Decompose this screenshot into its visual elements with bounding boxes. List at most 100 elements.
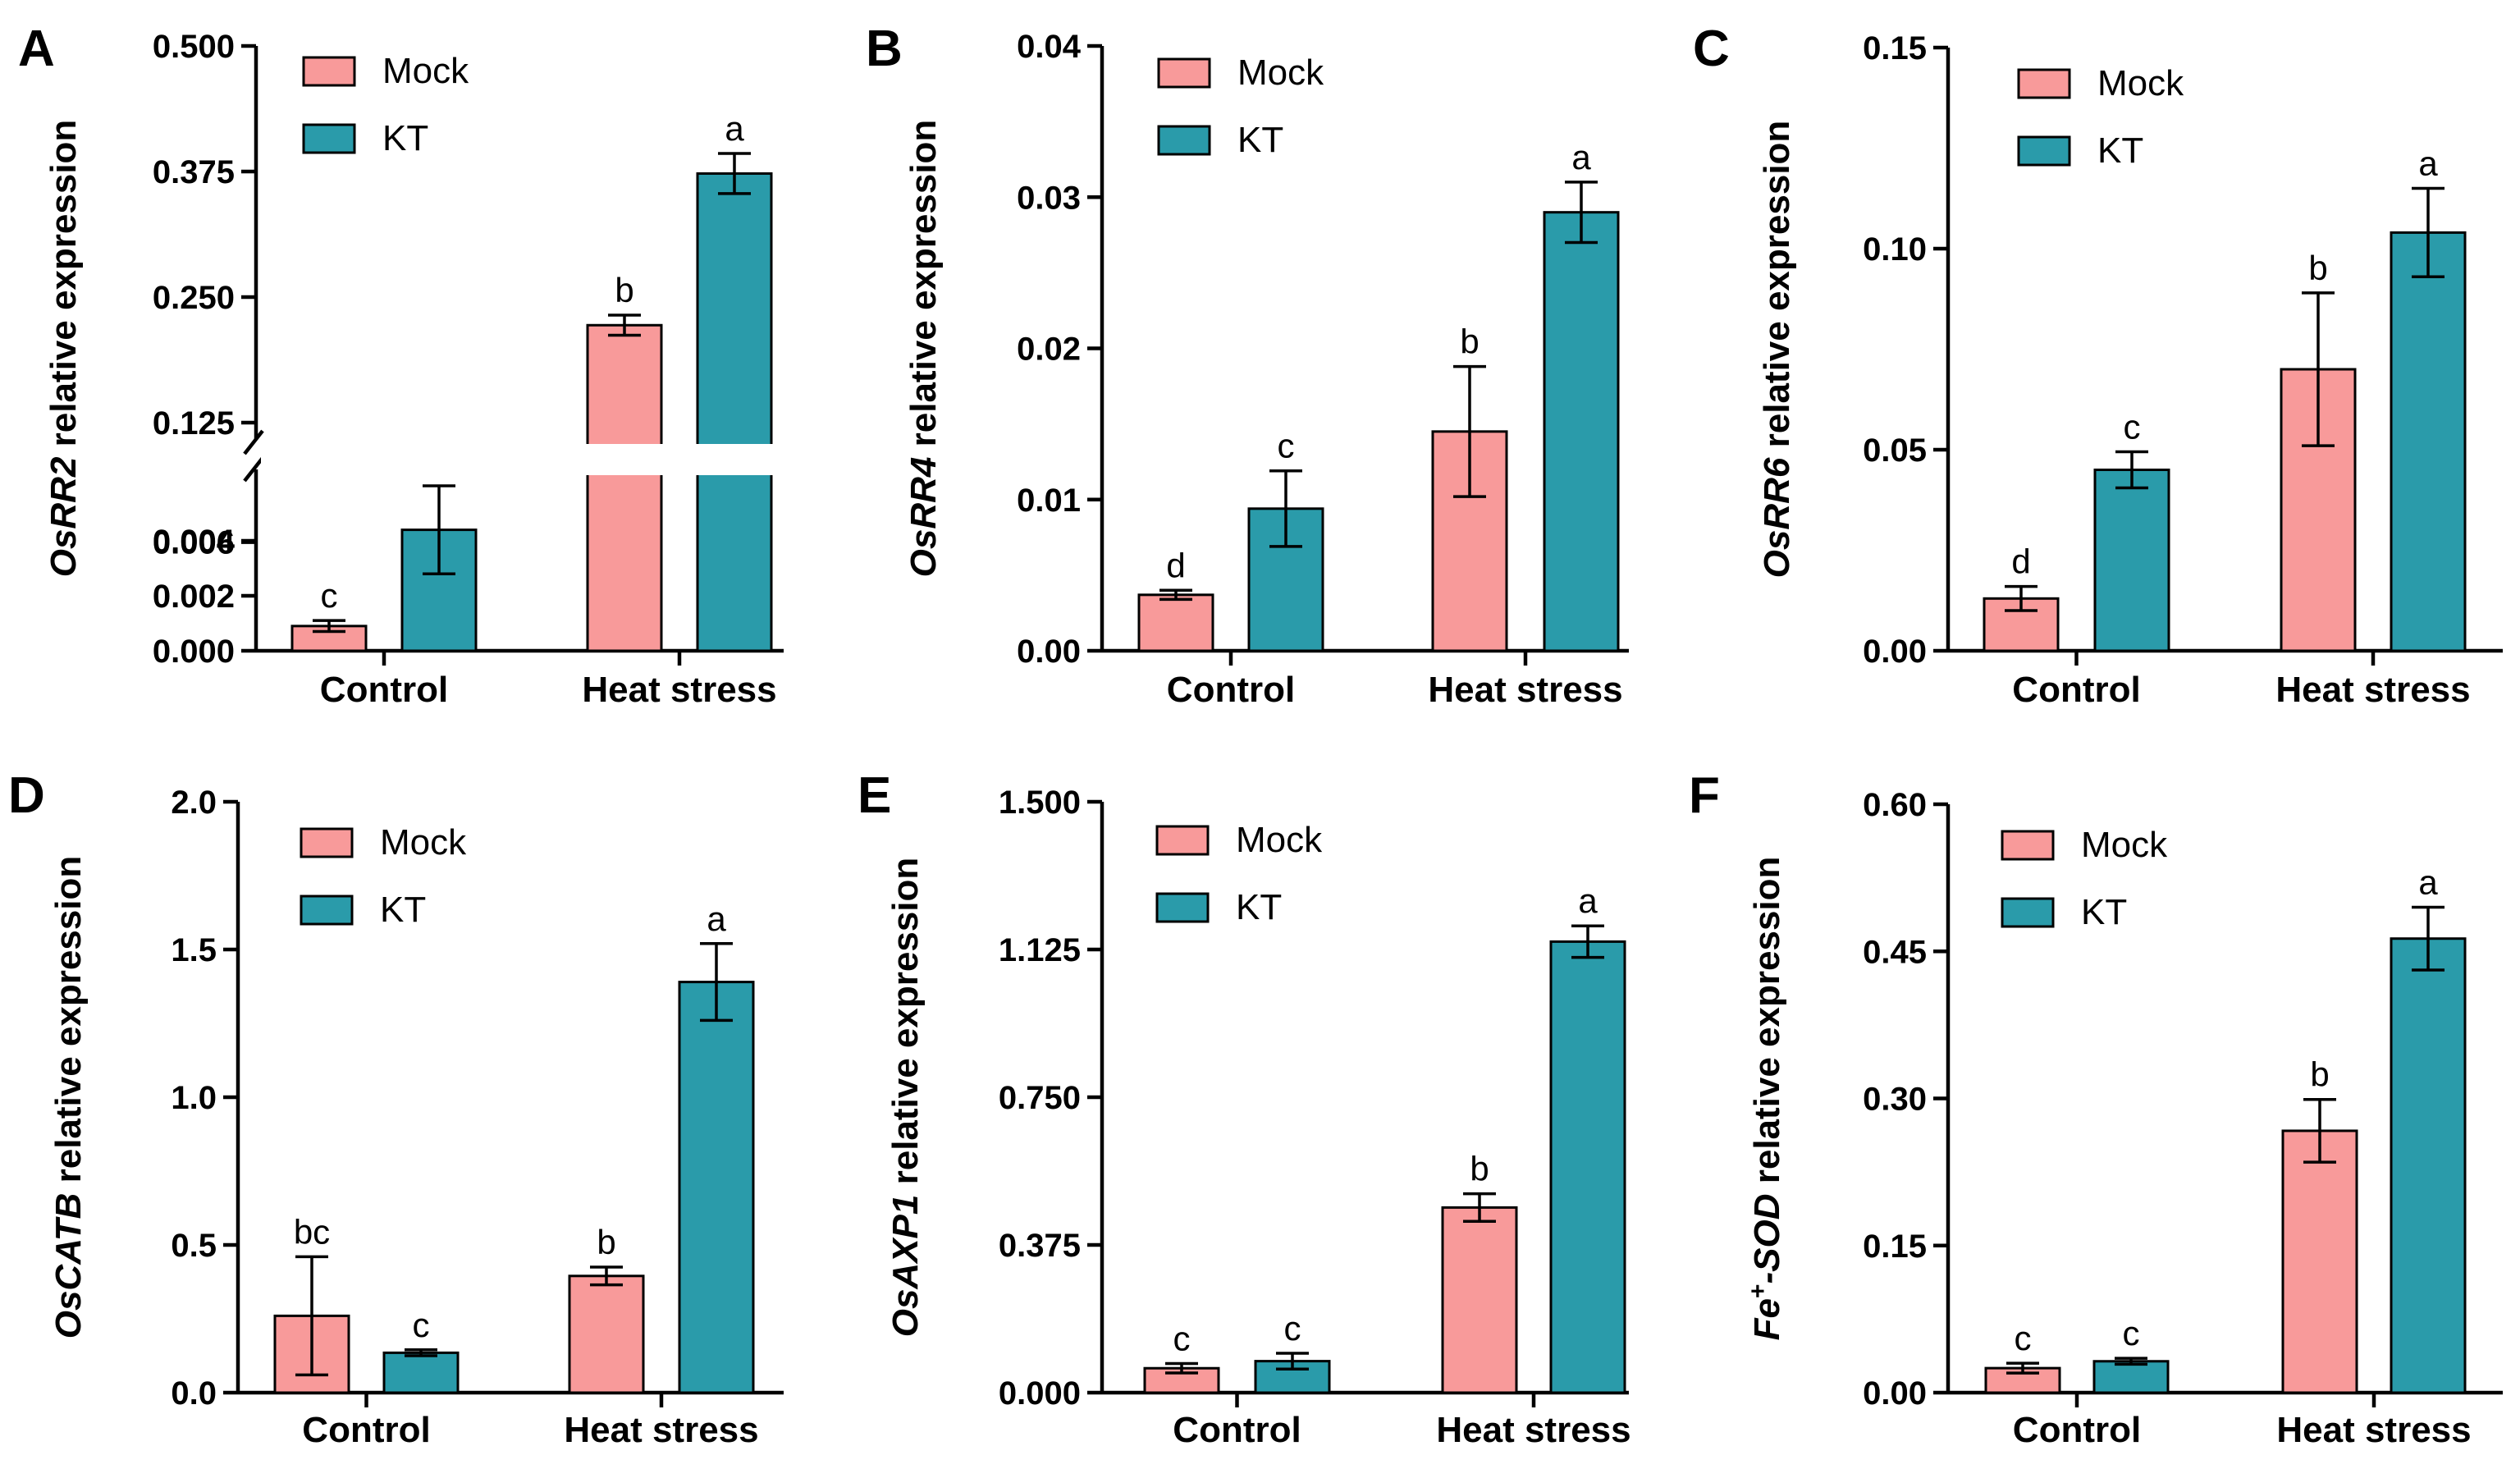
y-axis-label-suffix: relative expression [1747,857,1787,1194]
legend-swatch-mock [2001,830,2055,861]
y-tick-label: 0.01 [1017,483,1081,519]
legend-swatch-kt [2017,135,2071,167]
bar-kt [2390,937,2467,1394]
y-axis-label-suffix: relative expression [885,858,926,1195]
y-tick-label: 0.30 [1863,1082,1927,1118]
legend-swatch-kt [300,895,354,926]
significance-letter: c [1278,427,1295,465]
y-tick-label: 0.02 [1017,332,1081,368]
legend-swatch-mock [2017,68,2071,99]
y-axis-gene: Fe [1747,1298,1787,1340]
bar-kt [678,981,755,1394]
panel-letter: B [866,21,903,77]
significance-letter: c [2124,407,2141,446]
y-tick-label: 0.125 [153,405,235,442]
y-axis-label: Fe+-SOD relative expression [1745,857,1787,1341]
legend-label-mock: Mock [1237,53,1324,93]
panel-letter: D [8,767,45,824]
y-tick-label: 0.000 [999,1375,1081,1412]
bar-kt [1549,940,1626,1394]
y-tick-label: 0.750 [999,1080,1081,1116]
significance-letter: c [321,576,338,615]
significance-letter: a [725,109,744,148]
legend-swatch-mock [1155,825,1210,856]
y-tick-label: 1.5 [171,932,217,968]
y-axis-gene: OsAXP1 [885,1195,926,1338]
x-tick-label: Heat stress [564,1410,758,1450]
y-tick-label: 0.00 [1863,634,1927,670]
y-tick-label: 0.000 [153,634,235,670]
y-axis-gene: OsRR6 [1757,457,1797,578]
y-tick-label: 0.002 [153,579,235,615]
y-axis-gene: OsRR2 [43,456,84,577]
y-axis-gene: OsRR4 [903,457,944,578]
bar-mock [568,1274,645,1394]
y-tick-label: 0.004 [153,524,236,560]
significance-letter: c [2015,1319,2032,1357]
y-tick-label: 1.500 [999,785,1081,821]
legend-label-kt: KT [1237,120,1283,160]
axis-break-gap [261,444,789,475]
axis-break-mark [243,456,264,483]
y-tick-label: 0.60 [1863,787,1927,823]
legend-label-kt: KT [1236,887,1282,927]
axis-break-mark [243,429,264,455]
bar-kt [2093,469,2170,652]
bar-mock [2281,1129,2358,1394]
legend-label-mock: Mock [2097,63,2184,103]
significance-letter: b [597,1223,615,1261]
y-axis-label: OsAXP1 relative expression [885,858,926,1338]
panel-c: C OsRR6 relative expression 0.00 0.05 0.10 0.… [1693,21,2503,710]
y-axis-label: OsRR6 relative expression [1757,121,1797,579]
x-tick-label: Heat stress [582,670,776,710]
bar-kt [696,172,773,652]
significance-letter: c [1173,1319,1191,1357]
legend-label-mock: Mock [1236,820,1323,860]
significance-letter: c [413,1306,430,1344]
y-axis-gene-suffix: -SOD [1747,1194,1787,1284]
y-tick-label: 0.0 [171,1375,217,1412]
x-tick-label: Control [1173,1410,1301,1450]
bar-mock [290,625,368,652]
significance-letter: b [2308,249,2327,287]
significance-letter: a [2418,863,2438,901]
y-axis-label: OsRR2 relative expression [43,120,84,578]
legend-label-mock: Mock [382,51,469,91]
y-axis-label: OsRR4 relative expression [903,120,944,578]
y-tick-label: 1.125 [999,932,1081,968]
x-tick-label: Control [320,670,448,710]
y-axis-label-suffix: relative expression [903,120,944,457]
legend-swatch-kt [2001,897,2055,928]
y-tick-label: 0.375 [153,154,235,190]
legend-label-kt: KT [380,890,426,930]
x-tick-label: Heat stress [2275,670,2470,710]
significance-letter: b [615,271,633,309]
legend-label-kt: KT [2097,130,2143,171]
panel-f: F Fe+-SOD relative expression 0.00 0.15 0.30… [1689,767,2503,1450]
y-tick-label: 0.00 [1017,634,1081,670]
y-tick-label: 0.15 [1863,30,1927,66]
significance-letter: c [2123,1314,2140,1352]
legend-swatch-mock [302,56,356,87]
significance-letter: b [1470,1150,1489,1188]
panel-letter: C [1693,21,1730,77]
y-tick-label: 0.500 [153,29,235,65]
bar-mock [1137,593,1214,652]
panel-letter: F [1689,767,1720,824]
bar-kt [2390,231,2467,652]
panel-e: E OsAXP1 relative expression 0.000 0.375 0.7… [858,767,1631,1450]
y-tick-label: 0.45 [1863,934,1927,970]
x-tick-label: Heat stress [1436,1410,1630,1450]
panel-b: B OsRR4 relative expression 0.00 0.01 0.02 0.… [866,21,1629,710]
significance-letter: c [1284,1309,1301,1348]
y-tick-label: 2.0 [171,785,217,821]
significance-letter: a [1578,881,1598,920]
panel-a: A OsRR2 relative expression 0.000 0.002 0.00… [18,21,789,710]
y-axis-label-suffix: relative expression [48,856,89,1193]
bar-mock [586,323,663,652]
panel-letter: A [18,21,55,77]
bar-kt [2092,1360,2170,1394]
bar-mock [1441,1206,1518,1394]
